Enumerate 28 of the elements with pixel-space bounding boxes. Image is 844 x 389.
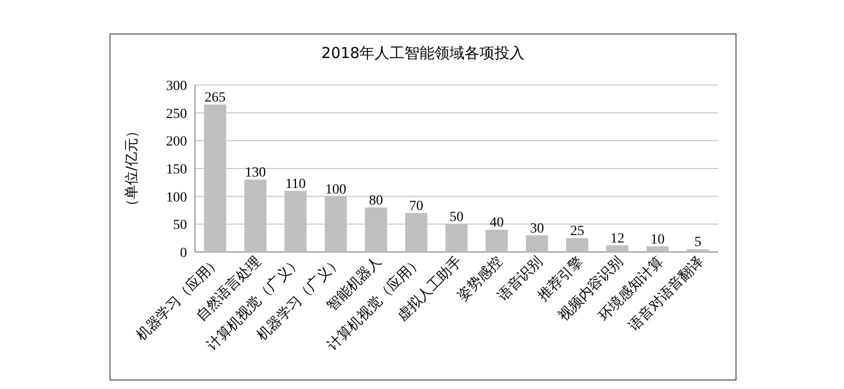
chart-title: 2018年人工智能领域各项投入 [321,44,525,62]
data-label: 10 [650,232,665,248]
bar [646,246,669,252]
data-label: 265 [204,90,226,106]
y-tick-label: 150 [166,162,187,178]
y-tick-label: 50 [173,218,187,234]
data-label: 50 [450,210,464,226]
data-label: 100 [325,182,346,198]
data-label: 110 [285,176,306,192]
data-label: 80 [369,193,384,208]
data-label: 30 [530,221,544,236]
bar [606,245,628,252]
bar [566,238,588,252]
data-label: 5 [694,235,702,250]
data-label: 12 [610,231,624,246]
y-tick-label: 100 [166,190,187,206]
data-label: 70 [409,199,424,214]
y-tick-label: 250 [166,106,187,122]
y-tick-label: 300 [166,79,187,94]
bar [486,230,508,252]
y-axis-title: （单位/亿元） [124,124,140,213]
y-tick-label: 0 [180,246,187,261]
data-label: 40 [490,216,504,231]
y-tick-label: 200 [166,134,187,150]
bar [686,249,709,252]
data-label: 130 [244,166,266,181]
data-label: 25 [570,224,584,240]
bar [526,235,548,252]
